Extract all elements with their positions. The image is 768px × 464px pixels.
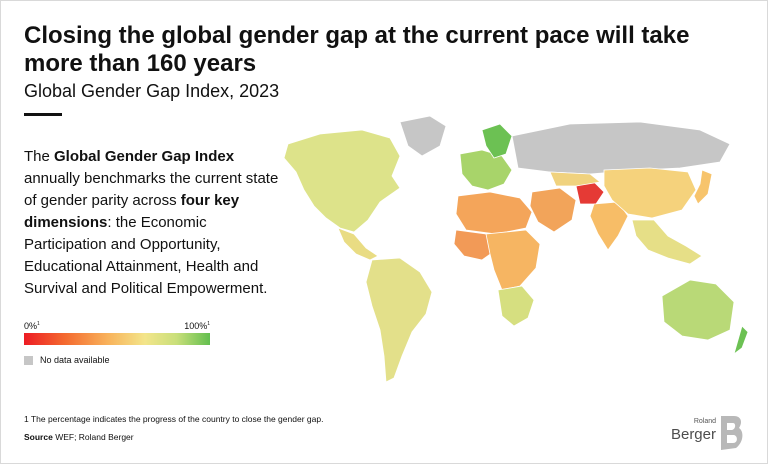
map-central-asia [549,171,601,187]
map-greenland [399,115,447,157]
map-new-zealand [733,325,749,356]
map-africa-north [455,191,533,235]
legend-min-label: 0%1 [24,321,40,331]
legend-min-marker: 1 [37,321,40,327]
map-africa-south [497,285,535,327]
page-subtitle: Global Gender Gap Index, 2023 [24,81,280,101]
no-data-swatch [24,356,33,366]
map-russia [511,121,731,175]
description-bold-1: Global Gender Gap Index [54,148,235,165]
legend-max-marker: 1 [207,321,210,327]
legend-max-label: 100%1 [184,321,210,331]
map-japan [693,169,713,205]
title-divider [24,113,62,116]
legend-gradient-bar [24,333,210,345]
source-line: Source WEF; Roland Berger [24,432,134,442]
source-label: Source [24,432,53,442]
source-text: WEF; Roland Berger [52,432,134,442]
map-north-america [283,129,401,233]
roland-berger-logo: Roland Berger [670,414,746,454]
map-scandinavia [481,123,513,159]
description-text-2: annually benchmarks the current state of… [24,170,279,209]
map-australia [661,279,735,341]
description-text-3: : the Economic Participation and Opportu… [24,214,268,297]
legend-labels: 0%1 100%1 [24,321,210,333]
no-data-label: No data available [40,355,110,365]
logo-main-text: Berger [670,426,716,443]
description: The Global Gender Gap Index annually ben… [24,146,286,300]
description-bold-2: four key dimensions [24,192,240,231]
logo-top-text: Roland [693,418,716,425]
map-southeast-asia [631,219,703,265]
logo-b-mark-icon [721,416,743,450]
map-middle-east [529,187,577,233]
legend-no-data: No data available [24,355,110,367]
page-title: Closing the global gender gap at the cur… [24,22,690,77]
map-europe [459,149,513,191]
map-africa-central [485,229,541,291]
footnote: 1 The percentage indicates the progress … [24,414,324,424]
world-map [283,115,749,383]
map-south-america [365,257,433,383]
map-central-america [337,227,379,261]
map-china [603,167,697,219]
description-text-1: The [24,148,55,165]
